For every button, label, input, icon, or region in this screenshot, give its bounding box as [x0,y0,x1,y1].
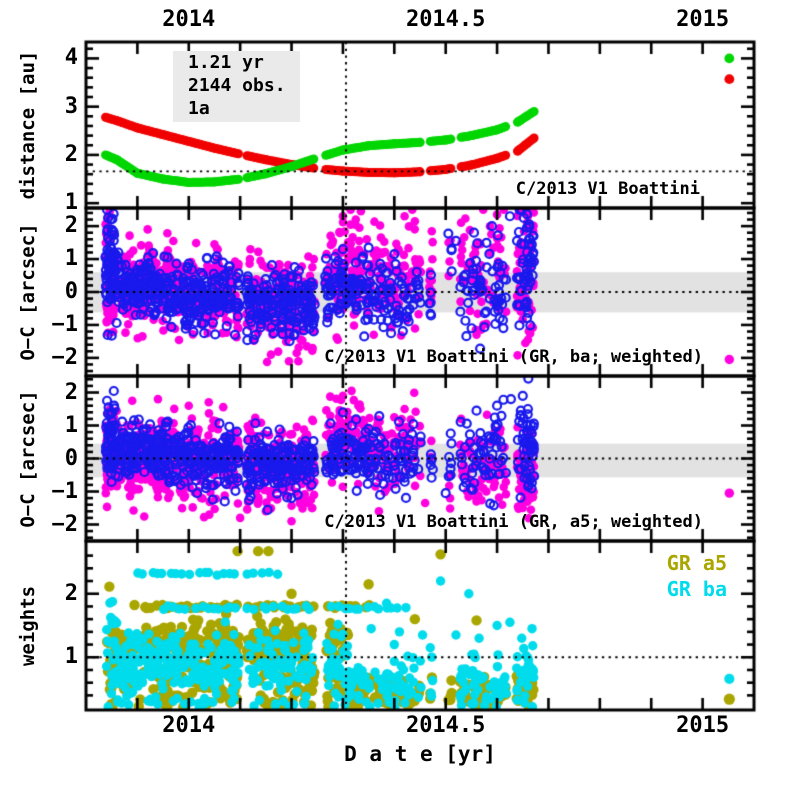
x-tick-label-bottom: 2015 [676,713,730,738]
y-tick-label: −1 [51,311,79,337]
info-box: 1.21 yr 2144 obs. 1a [173,51,300,122]
y-tick-label: 3 [64,93,78,119]
y-tick-label: 2 [64,141,78,167]
y-tick-label: −2 [51,344,79,370]
y-tick-label: 2 [64,580,78,606]
y-axis-title-distance: distance [au] [17,50,39,200]
panel-annotation-oc-gr-ba: C/2013 V1 Boattini (GR, ba; weighted) [324,347,703,367]
y-tick-label: 0 [64,279,78,304]
y-tick-label: 1 [64,246,78,272]
info-box-line: 1a [188,98,210,119]
y-tick-label: 1 [64,412,78,438]
info-box-line: 2144 obs. [188,75,286,96]
y-tick-label: 1 [64,644,78,670]
panel-annotation-distance: C/2013 V1 Boattini [515,179,700,199]
y-tick-label: 0 [64,445,78,471]
x-tick-label-top: 2014.5 [405,7,486,32]
x-tick-label-top: 2015 [676,7,730,32]
legend-entry-gr-a5: GR a5 [666,551,727,575]
panel-annotation-oc-gr-a5: C/2013 V1 Boattini (GR, a5; weighted) [324,512,703,532]
x-tick-label-bottom: 2014 [162,713,216,738]
x-tick-label-bottom: 2014.5 [405,713,486,738]
y-tick-label: 2 [64,213,78,239]
y-tick-label: 1 [64,190,78,216]
info-box-line: 1.21 yr [188,52,264,73]
y-tick-label: 4 [64,45,78,71]
x-tick-label-top: 2014 [162,7,216,32]
x-axis-title: D a t e [yr] [344,742,496,766]
y-tick-label: 2 [64,379,78,405]
legend-entry-gr-ba: GR ba [666,577,727,601]
y-tick-label: −2 [51,511,79,537]
y-tick-label: −1 [51,478,79,504]
